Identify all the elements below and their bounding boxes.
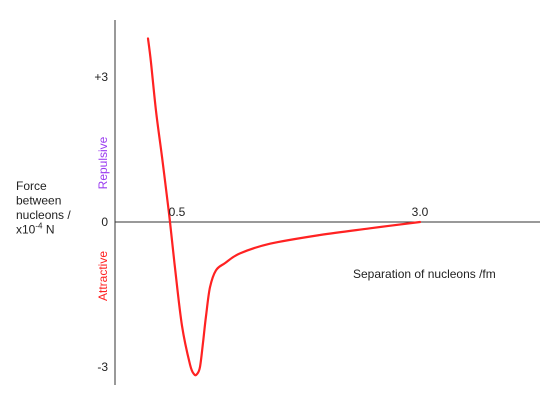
x-axis-label: Separation of nucleons /fm xyxy=(353,267,496,281)
force-curve xyxy=(148,39,420,376)
y-axis-label-line: nucleons / xyxy=(16,208,71,222)
y-tick-label: 0 xyxy=(101,215,108,229)
y-axis-label-line: Force xyxy=(16,179,47,193)
y-axis-label-line: x10-4 N xyxy=(16,222,54,237)
repulsive-label: Repulsive xyxy=(96,136,110,189)
x-annotation-label: 3.0 xyxy=(412,205,429,219)
y-tick-label: +3 xyxy=(94,70,108,84)
x-annotation-label: 0.5 xyxy=(169,205,186,219)
y-axis-label-line: between xyxy=(16,194,61,208)
y-tick-label: -3 xyxy=(97,360,108,374)
attractive-label: Attractive xyxy=(96,251,110,301)
axes xyxy=(115,20,540,385)
chart-marks xyxy=(148,39,420,376)
